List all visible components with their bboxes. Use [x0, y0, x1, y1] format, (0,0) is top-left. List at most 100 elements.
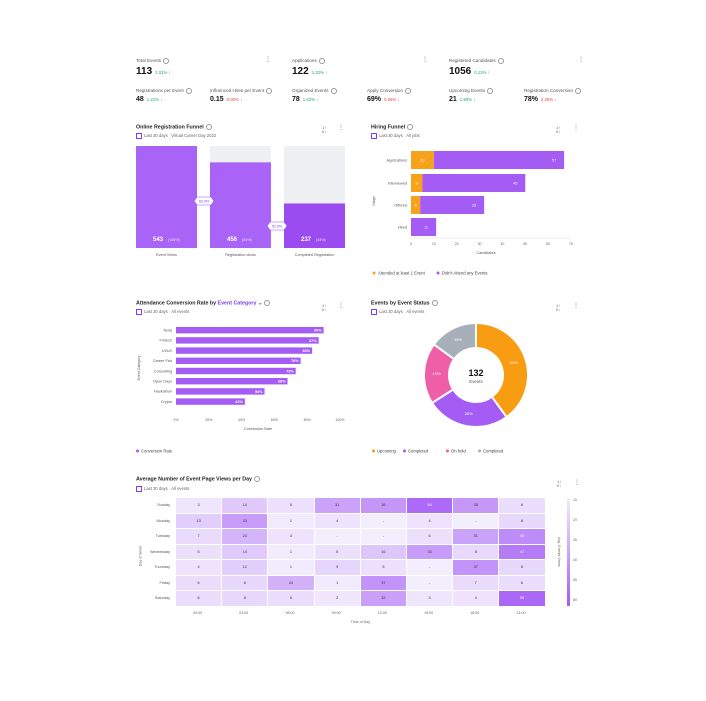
heatmap-cell[interactable]: 5 — [360, 560, 406, 575]
info-icon[interactable] — [407, 124, 414, 130]
heatmap-cell[interactable]: 5 — [268, 498, 314, 513]
heatmap-cell[interactable]: 8 — [499, 560, 545, 575]
hiring-attended-bar[interactable] — [411, 174, 423, 192]
menu-icon[interactable]: ⋮ — [573, 125, 579, 131]
funnel-bar[interactable] — [284, 203, 345, 248]
heatmap-cell[interactable]: 5 — [176, 544, 222, 559]
heatmap-cell[interactable]: 2 — [314, 591, 360, 606]
attendance-bar[interactable] — [176, 347, 313, 354]
donut-slice[interactable] — [432, 321, 477, 361]
info-icon[interactable] — [264, 300, 271, 306]
info-icon[interactable] — [330, 88, 337, 94]
info-icon[interactable] — [163, 58, 170, 64]
hiring-not-attended-bar[interactable] — [433, 151, 565, 169]
heatmap-cell[interactable]: - — [314, 529, 360, 544]
heatmap-cell[interactable]: 1 — [268, 560, 314, 575]
heatmap-cell[interactable]: 1 — [268, 544, 314, 559]
heatmap-cell[interactable]: 1 — [268, 513, 314, 528]
attendance-bar[interactable] — [176, 337, 319, 344]
heatmap-cell[interactable]: 32 — [360, 591, 406, 606]
event-category-dropdown[interactable]: Event Category — [217, 300, 257, 307]
heatmap-cell[interactable]: 16 — [360, 544, 406, 559]
info-icon[interactable] — [497, 58, 504, 64]
heatmap-cell[interactable]: 6 — [499, 575, 545, 590]
heatmap-cell[interactable]: - — [360, 529, 406, 544]
funnel-bar[interactable] — [136, 146, 197, 248]
heatmap-cell[interactable]: 9 — [314, 560, 360, 575]
info-icon[interactable] — [575, 88, 582, 94]
attendance-bar[interactable] — [176, 367, 296, 375]
heatmap-cell[interactable]: 33 — [407, 544, 453, 559]
funnel-filter[interactable]: Virtual Career Day 2022 — [171, 133, 217, 138]
heatmap-cell[interactable]: 7 — [453, 575, 499, 590]
heatmap-cell[interactable]: 40 — [499, 529, 545, 544]
attendance-bar[interactable] — [176, 388, 265, 395]
chevron-down-icon[interactable]: ⌄ — [256, 300, 263, 307]
heatmap-cell[interactable]: 47 — [499, 544, 545, 559]
heatmap-cell[interactable]: 13 — [176, 513, 222, 528]
heatmap-cell[interactable]: 24 — [268, 575, 314, 590]
heatmap-cell[interactable]: 6 — [176, 575, 222, 590]
sort-icon[interactable]: 1↑ 0↓ — [556, 303, 561, 312]
info-icon[interactable] — [431, 300, 438, 306]
hiring-attended-bar[interactable] — [411, 151, 434, 169]
heatmap-cell[interactable]: 4 — [407, 513, 453, 528]
donut-slice[interactable] — [475, 321, 529, 419]
legend-label[interactable]: Completed — [483, 448, 504, 453]
info-icon[interactable] — [205, 124, 212, 130]
hiring-not-attended-bar[interactable] — [420, 196, 485, 214]
heatmap-cell[interactable]: 8 — [499, 513, 545, 528]
heatmap-cell[interactable]: 31 — [453, 529, 499, 544]
heatmap-cell[interactable]: 35 — [453, 498, 499, 513]
menu-icon[interactable]: ⋮ — [574, 480, 580, 486]
heatmap-cell[interactable]: 14 — [222, 544, 268, 559]
kpi-menu-icon-1[interactable]: ⋮ — [265, 57, 271, 63]
status-filter[interactable]: All events — [406, 309, 425, 314]
heatmap-filter[interactable]: All events — [171, 486, 190, 491]
menu-icon[interactable]: ⋮ — [338, 125, 344, 131]
info-icon[interactable] — [487, 88, 494, 94]
info-icon[interactable] — [405, 88, 412, 94]
heatmap-cell[interactable]: 54 — [407, 498, 453, 513]
attendance-filter[interactable]: All events — [171, 309, 190, 314]
attendance-bar[interactable] — [176, 398, 245, 405]
hiring-attended-bar[interactable] — [411, 196, 421, 214]
heatmap-cell[interactable]: 5 — [407, 529, 453, 544]
kpi-menu-icon-3[interactable]: ⋮ — [578, 57, 584, 63]
heatmap-cell[interactable]: 6 — [499, 498, 545, 513]
heatmap-cell[interactable]: 12 — [222, 560, 268, 575]
heatmap-cell[interactable]: 37 — [360, 575, 406, 590]
heatmap-cell[interactable]: - — [407, 575, 453, 590]
heatmap-cell[interactable]: 4 — [453, 591, 499, 606]
info-icon[interactable] — [254, 476, 260, 482]
heatmap-cell[interactable]: 37 — [453, 560, 499, 575]
heatmap-cell[interactable]: 23 — [222, 529, 268, 544]
heatmap-cell[interactable]: 14 — [222, 498, 268, 513]
heatmap-cell[interactable]: 4 — [268, 529, 314, 544]
heatmap-cell[interactable]: 31 — [314, 498, 360, 513]
funnel-bar[interactable] — [210, 162, 271, 248]
heatmap-cell[interactable]: 8 — [222, 591, 268, 606]
hiring-period[interactable]: Last 30 days — [379, 133, 403, 138]
heatmap-cell[interactable]: 6 — [176, 591, 222, 606]
legend-label[interactable]: Completed — [408, 448, 429, 453]
attendance-bar[interactable] — [176, 327, 324, 334]
heatmap-cell[interactable]: 55 — [499, 591, 545, 606]
heatmap-cell[interactable]: 7 — [176, 529, 222, 544]
heatmap-cell[interactable]: 4 — [176, 560, 222, 575]
heatmap-period[interactable]: Last 30 days — [144, 486, 168, 491]
sort-icon[interactable]: 1↑ 0↓ — [557, 479, 562, 488]
hiring-filter[interactable]: All jobs — [406, 133, 420, 138]
heatmap-cell[interactable]: 36 — [360, 498, 406, 513]
hiring-not-attended-bar[interactable] — [422, 174, 526, 192]
menu-icon[interactable]: ⋮ — [573, 303, 579, 309]
heatmap-cell[interactable]: - — [360, 513, 406, 528]
heatmap-cell[interactable]: 8 — [453, 544, 499, 559]
attendance-bar[interactable] — [176, 357, 301, 364]
legend-label[interactable]: On hold — [451, 448, 466, 453]
legend-label[interactable]: Attended at least 1 Event — [378, 270, 426, 275]
legend-label[interactable]: Conversion Rate — [141, 448, 173, 453]
heatmap-cell[interactable]: 4 — [314, 513, 360, 528]
info-icon[interactable] — [318, 58, 325, 64]
heatmap-cell[interactable]: 33 — [222, 513, 268, 528]
